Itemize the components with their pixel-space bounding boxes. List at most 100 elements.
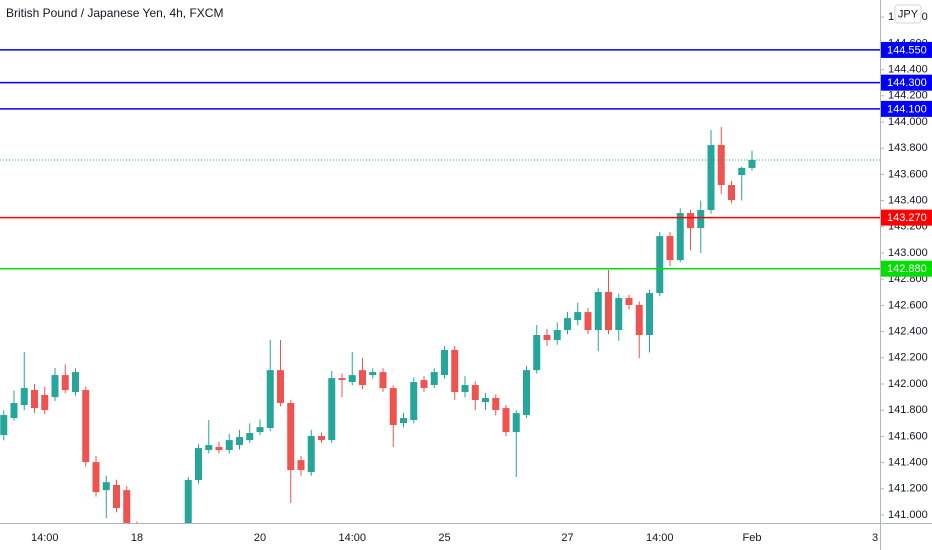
y-tick-label: 141.000	[888, 509, 928, 521]
candle-body	[687, 213, 694, 229]
candle-body	[338, 378, 346, 381]
x-tick-label: 27	[561, 532, 573, 544]
candle-body	[441, 349, 448, 376]
candle-body	[61, 375, 69, 391]
currency-button[interactable]	[894, 4, 922, 24]
candle-body	[676, 213, 684, 261]
x-tick-label: 14:00	[646, 532, 674, 544]
candle-body	[615, 298, 623, 331]
candle-body	[400, 418, 407, 424]
y-tick-label: 143.000	[888, 247, 928, 259]
candle-body	[420, 380, 428, 389]
candle-body	[697, 210, 705, 229]
candle-body	[287, 402, 295, 471]
candle-body	[307, 436, 315, 473]
candle-body	[92, 462, 100, 493]
candle-body	[246, 432, 254, 441]
candle-body	[584, 312, 592, 331]
currency-label[interactable]: JPY	[898, 8, 919, 20]
y-tick-label: 141.600	[888, 430, 928, 442]
candle-body	[635, 304, 643, 335]
price-line-label-box	[881, 74, 932, 91]
y-tick-label: 144.000	[888, 116, 928, 128]
candle-body	[533, 334, 541, 371]
candle-body	[512, 413, 520, 433]
candle-body	[523, 370, 530, 416]
candle-body	[492, 398, 500, 411]
price-line-labels: 144.550 144.300 144.100 143.270 142.880	[881, 41, 932, 277]
candle-body	[72, 372, 79, 392]
price-axis: 141.000 141.200 141.400 141.600 141.800 142.0…	[880, 11, 928, 521]
candle-body	[318, 436, 325, 441]
y-tick-label: 143.600	[888, 168, 928, 180]
candle-body	[0, 415, 8, 436]
y-tick-label: 144.200	[888, 90, 928, 102]
y-tick-label: 143.800	[888, 142, 928, 154]
candle-body	[184, 480, 192, 523]
y-tick-label: 142.400	[888, 325, 928, 337]
candle-body	[482, 398, 489, 403]
y-tick-label: 141.200	[888, 483, 928, 495]
candle-body	[328, 378, 336, 441]
candle-body	[297, 460, 305, 471]
candle-body	[123, 490, 131, 523]
candle-body	[646, 293, 653, 335]
y-tick-label: 142.000	[888, 378, 928, 390]
candle-body	[471, 385, 479, 400]
price-line-label: 143.270	[887, 212, 927, 224]
price-line-label-box	[881, 209, 932, 226]
y-tick-label: 141.800	[888, 404, 928, 416]
x-tick-label: 14:00	[31, 532, 59, 544]
candle-body	[379, 372, 387, 389]
candle-body	[225, 440, 233, 451]
candle-body	[502, 408, 510, 433]
candle-body	[348, 375, 356, 383]
candle-body	[113, 485, 120, 509]
price-line-label: 144.300	[887, 77, 927, 89]
x-tick-label: Feb	[743, 532, 762, 544]
y-tick-label: 143.400	[888, 194, 928, 206]
candle-body	[195, 448, 202, 481]
candle-body	[215, 447, 223, 451]
price-line-label-box	[881, 260, 932, 277]
candle-body	[717, 145, 725, 185]
candle-body	[266, 370, 274, 429]
candle-body	[666, 236, 674, 261]
chart-title: British Pound / Japanese Yen, 4h, FXCM	[6, 6, 223, 20]
price-line-label: 144.550	[887, 44, 927, 56]
candle-body	[594, 292, 602, 331]
x-tick-label: 14:00	[338, 532, 366, 544]
candle-body	[369, 372, 377, 376]
candle-body	[748, 159, 756, 168]
price-line-label: 142.880	[887, 263, 927, 275]
y-tick-label: 142.600	[888, 299, 928, 311]
x-tick-label: 25	[438, 532, 450, 544]
candle-body	[31, 390, 38, 409]
price-line-label-box	[881, 100, 932, 117]
candle-body	[41, 395, 49, 411]
candle-body	[543, 334, 551, 340]
price-line-label-box	[881, 41, 932, 58]
candle-body	[738, 167, 746, 176]
candle-body	[256, 427, 264, 433]
candle-body	[51, 375, 59, 398]
candle-body	[359, 370, 366, 386]
candle-body	[605, 292, 612, 331]
candle-body	[82, 390, 90, 463]
time-axis: 14:00 18 20 14:00 25 27 14:00 Feb 3	[31, 532, 878, 544]
x-tick-label: 18	[131, 532, 143, 544]
candle-body	[430, 372, 438, 386]
candle-body	[707, 145, 715, 211]
candle-body	[205, 445, 213, 451]
candle-body	[728, 184, 735, 201]
candle-body	[102, 482, 110, 491]
candle-body	[20, 388, 28, 406]
x-tick-label: 3	[872, 532, 878, 544]
candle-body	[564, 318, 571, 331]
y-tick-label: 141.400	[888, 457, 928, 469]
candle-body	[656, 236, 664, 294]
y-tick-label: 144.400	[888, 63, 928, 75]
